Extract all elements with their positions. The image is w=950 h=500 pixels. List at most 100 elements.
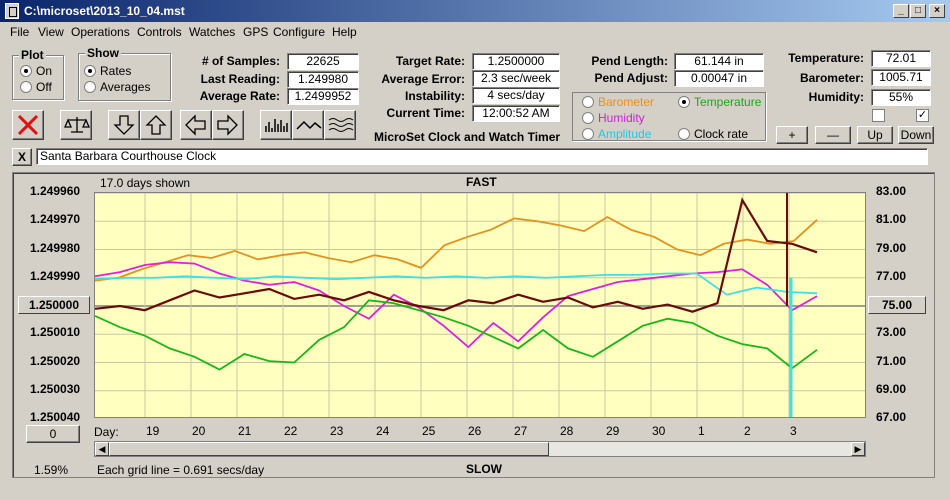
line-wave-icon: [296, 120, 322, 130]
menu-controls[interactable]: Controls: [137, 25, 182, 39]
show-rates-radio[interactable]: Rates: [84, 64, 131, 78]
x-tick-label: 23: [330, 424, 344, 438]
barometer-radio[interactable]: Barometer: [582, 95, 654, 109]
menu-configure[interactable]: Configure: [273, 25, 326, 39]
series-line-3: [95, 197, 818, 313]
y-left-tick: 1.249980: [30, 240, 81, 255]
show-averages-radio[interactable]: Averages: [84, 80, 150, 94]
up-arrow-button[interactable]: [140, 110, 172, 140]
scroll-right-arrow[interactable]: ▶: [851, 442, 865, 456]
plot-on-radio[interactable]: On: [20, 64, 52, 78]
menu-help[interactable]: Help: [332, 25, 357, 39]
histogram-icon: [265, 119, 288, 132]
x-tick-label: 1: [698, 424, 705, 438]
percent-label: 1.59%: [34, 463, 69, 477]
x-tick-label: 29: [606, 424, 620, 438]
fast-label: FAST: [466, 175, 497, 189]
app-caption: MicroSet Clock and Watch Timer: [374, 130, 561, 144]
right-arrow-icon: [217, 114, 238, 136]
radio-dot: [20, 81, 32, 93]
slow-label: SLOW: [466, 462, 502, 476]
x-axis-prefix: Day:: [94, 425, 119, 439]
app-icon: [5, 3, 19, 19]
x-tick-label: 24: [376, 424, 390, 438]
series-line-4: [95, 299, 818, 371]
y-right-tick: 79.00: [876, 240, 907, 255]
clock-name-input[interactable]: Santa Barbara Courthouse Clock: [36, 148, 928, 165]
radio-dot: [84, 65, 96, 77]
humidity-radio-label: Humidity: [598, 111, 645, 125]
humidity-field: 55%: [871, 89, 931, 106]
plot-off-radio[interactable]: Off: [20, 80, 52, 94]
left-arrow-button[interactable]: [180, 110, 212, 140]
temperature-label: Temperature:: [788, 51, 864, 65]
show-averages-label: Averages: [100, 80, 151, 94]
y-right-tick: 81.00: [876, 212, 907, 227]
line-plot-button[interactable]: [292, 110, 324, 140]
plot-group: Plot: [12, 48, 64, 100]
pend-adjust-label: Pend Adjust:: [594, 71, 668, 85]
y-left-tick: 1.249970: [30, 212, 81, 227]
y-right-tick: 77.00: [876, 268, 907, 283]
x-tick-label: 25: [422, 424, 436, 438]
scale-down-button[interactable]: Down: [898, 126, 934, 144]
down-arrow-icon: [113, 115, 135, 135]
checkbox-1[interactable]: [872, 109, 885, 122]
radio-dot: [582, 96, 594, 108]
clear-clock-button[interactable]: X: [12, 148, 32, 166]
down-arrow-button[interactable]: [108, 110, 140, 140]
scroll-thumb[interactable]: [109, 442, 549, 456]
menu-file[interactable]: File: [10, 25, 30, 39]
average-rate-label: Average Rate:: [199, 89, 280, 103]
right-arrow-button[interactable]: [212, 110, 244, 140]
plus-button[interactable]: +: [776, 126, 808, 144]
scroll-left-arrow[interactable]: ◀: [95, 442, 109, 456]
pend-length-label: Pend Length:: [591, 54, 668, 68]
radio-dot: [582, 128, 594, 140]
menu-operations[interactable]: Operations: [71, 25, 130, 39]
plot-on-label: On: [36, 64, 53, 78]
amplitude-radio[interactable]: Amplitude: [582, 127, 651, 141]
y-left-tick[interactable]: 1.250000: [18, 296, 90, 314]
show-rates-label: Rates: [100, 64, 132, 78]
barometer-radio-label: Barometer: [598, 95, 655, 109]
x-tick-label: 28: [560, 424, 574, 438]
x-tick-label: 20: [192, 424, 206, 438]
scale-up-button[interactable]: Up: [857, 126, 893, 144]
multi-wave-button[interactable]: [324, 110, 356, 140]
menu-gps[interactable]: GPS: [243, 25, 269, 39]
radio-dot: [678, 96, 690, 108]
balance-button[interactable]: [60, 110, 92, 140]
average-error-label: Average Error:: [381, 72, 465, 86]
average-error-field: 2.3 sec/week: [472, 70, 560, 87]
temperature-field: 72.01: [871, 50, 931, 67]
amplitude-radio-label: Amplitude: [598, 127, 652, 141]
clock-rate-radio[interactable]: Clock rate: [678, 127, 748, 141]
maximize-button[interactable]: □: [910, 4, 926, 18]
minus-button[interactable]: —: [815, 126, 851, 144]
menu-watches[interactable]: Watches: [189, 25, 236, 39]
minimize-button[interactable]: _: [893, 4, 909, 18]
radio-dot: [84, 81, 96, 93]
close-button[interactable]: ×: [929, 4, 945, 18]
y-left-tick: 1.250040: [30, 410, 81, 424]
y-left-tick: 1.249960: [30, 184, 81, 198]
average-rate-field: 1.2499952: [287, 88, 359, 105]
humidity-label: Humidity:: [808, 90, 864, 104]
series-line-2: [95, 272, 818, 296]
reset-zero-button[interactable]: 0: [26, 425, 80, 443]
stop-button[interactable]: [12, 110, 44, 140]
y-right-tick[interactable]: 75.00: [868, 296, 926, 314]
instability-field: 4 secs/day: [472, 87, 560, 104]
humidity-radio[interactable]: Humidity: [582, 111, 645, 125]
temperature-radio[interactable]: Temperature: [678, 95, 761, 109]
menu-view[interactable]: View: [38, 25, 64, 39]
histogram-button[interactable]: [260, 110, 292, 140]
checkbox-2[interactable]: ✓: [916, 109, 929, 122]
barometer-field: 1005.71: [871, 69, 931, 86]
pend-length-field: 61.144 in: [674, 53, 764, 70]
time-scrollbar[interactable]: ◀ ▶: [94, 441, 866, 457]
last-reading-field: 1.249980: [287, 71, 359, 88]
window-title: C:\microset\2013_10_04.mst: [24, 4, 185, 18]
